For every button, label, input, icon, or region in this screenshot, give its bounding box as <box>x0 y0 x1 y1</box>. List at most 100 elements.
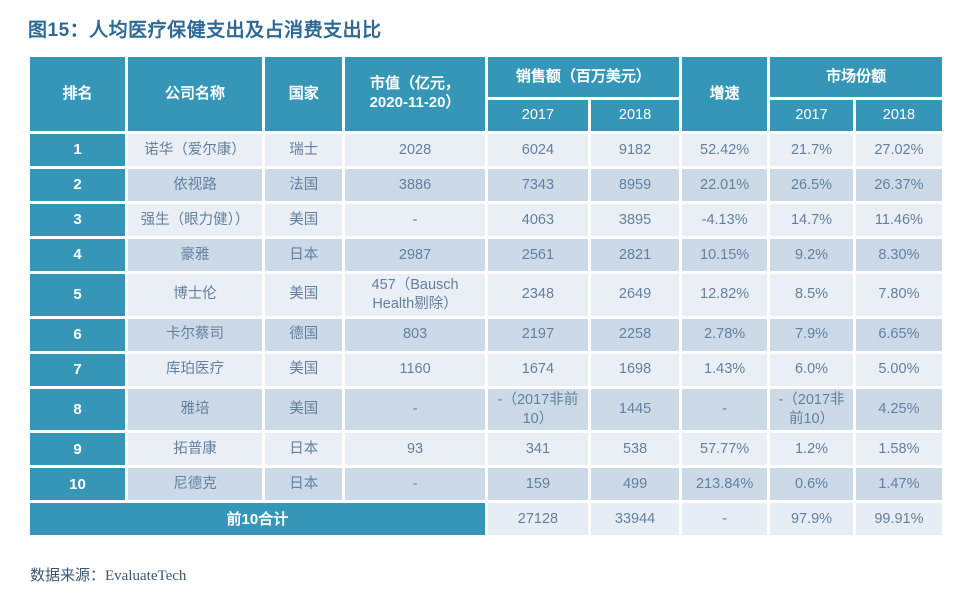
cell-country: 美国 <box>265 353 343 386</box>
cell-rank: 7 <box>30 353 126 386</box>
cell-share-2017: 1.2% <box>770 433 853 466</box>
cell-share-2017: 8.5% <box>770 274 853 316</box>
total-growth: - <box>682 503 768 536</box>
cell-sales-2018: 1445 <box>591 388 679 431</box>
cell-share-2017: 14.7% <box>770 204 853 236</box>
cell-country: 美国 <box>265 204 343 236</box>
cell-growth: 1.43% <box>682 353 768 386</box>
cell-country: 德国 <box>265 318 343 351</box>
cell-growth: 2.78% <box>682 318 768 351</box>
cell-rank: 9 <box>30 433 126 466</box>
cell-growth: 213.84% <box>682 468 768 501</box>
header-row-2: 2017 2018 2017 2018 <box>30 100 942 131</box>
cell-rank: 10 <box>30 468 126 501</box>
cell-sales-2017: 2197 <box>487 318 589 351</box>
cell-market-cap: 3886 <box>345 169 485 201</box>
header-market-cap: 市值（亿元， 2020-11-20） <box>345 57 485 131</box>
table-row: 1 诺华（爱尔康） 瑞士 2028 6024 9182 52.42% 21.7%… <box>30 134 942 166</box>
header-sales: 销售额（百万美元） <box>487 57 679 97</box>
cell-sales-2017: 159 <box>487 468 589 501</box>
cell-company: 诺华（爱尔康） <box>128 134 263 166</box>
cell-sales-2017: -（2017非前10） <box>487 388 589 431</box>
cell-share-2018: 7.80% <box>855 274 942 316</box>
total-row: 前10合计 27128 33944 - 97.9% 99.91% <box>30 503 942 536</box>
table-row: 7 库珀医疗 美国 1160 1674 1698 1.43% 6.0% 5.00… <box>30 353 942 386</box>
cell-sales-2017: 2348 <box>487 274 589 316</box>
cell-country: 美国 <box>265 274 343 316</box>
cell-company: 强生（眼力健）） <box>128 204 263 236</box>
table-row: 8 雅培 美国 - -（2017非前10） 1445 - -（2017非前10）… <box>30 388 942 431</box>
cell-market-cap: - <box>345 204 485 236</box>
header-rank: 排名 <box>30 57 126 131</box>
cell-sales-2018: 2821 <box>591 239 679 271</box>
cell-company: 依视路 <box>128 169 263 201</box>
cell-company: 雅培 <box>128 388 263 431</box>
cell-market-cap: - <box>345 388 485 431</box>
cell-share-2017: 9.2% <box>770 239 853 271</box>
cell-growth: 57.77% <box>682 433 768 466</box>
cell-sales-2017: 1674 <box>487 353 589 386</box>
cell-sales-2018: 2649 <box>591 274 679 316</box>
cell-rank: 2 <box>30 169 126 201</box>
table-row: 6 卡尔蔡司 德国 803 2197 2258 2.78% 7.9% 6.65% <box>30 318 942 351</box>
header-country: 国家 <box>265 57 343 131</box>
cell-sales-2017: 6024 <box>487 134 589 166</box>
cell-growth: 12.82% <box>682 274 768 316</box>
cell-share-2017: 21.7% <box>770 134 853 166</box>
header-sales-2017: 2017 <box>487 100 589 131</box>
cell-sales-2017: 7343 <box>487 169 589 201</box>
cell-rank: 6 <box>30 318 126 351</box>
cell-country: 日本 <box>265 433 343 466</box>
cell-company: 卡尔蔡司 <box>128 318 263 351</box>
cell-rank: 8 <box>30 388 126 431</box>
cell-growth: 10.15% <box>682 239 768 271</box>
cell-sales-2018: 2258 <box>591 318 679 351</box>
cell-market-cap: 2987 <box>345 239 485 271</box>
cell-market-cap: 2028 <box>345 134 485 166</box>
cell-share-2018: 6.65% <box>855 318 942 351</box>
cell-share-2017: 0.6% <box>770 468 853 501</box>
cell-country: 法国 <box>265 169 343 201</box>
total-share-2017: 97.9% <box>770 503 853 536</box>
header-company: 公司名称 <box>128 57 263 131</box>
cell-market-cap: 803 <box>345 318 485 351</box>
cell-market-cap: - <box>345 468 485 501</box>
cell-growth: - <box>682 388 768 431</box>
cell-sales-2018: 1698 <box>591 353 679 386</box>
company-data-table: 排名 公司名称 国家 市值（亿元， 2020-11-20） 销售额（百万美元） … <box>27 54 945 538</box>
table-row: 5 博士伦 美国 457（Bausch Health剔除） 2348 2649 … <box>30 274 942 316</box>
figure-title: 图15：人均医疗保健支出及占消费支出比 <box>28 20 382 41</box>
cell-market-cap: 93 <box>345 433 485 466</box>
cell-sales-2018: 8959 <box>591 169 679 201</box>
header-market-share: 市场份额 <box>770 57 942 97</box>
cell-market-cap: 1160 <box>345 353 485 386</box>
header-growth: 增速 <box>682 57 768 131</box>
table-row: 3 强生（眼力健）） 美国 - 4063 3895 -4.13% 14.7% 1… <box>30 204 942 236</box>
cell-growth: 52.42% <box>682 134 768 166</box>
header-row-1: 排名 公司名称 国家 市值（亿元， 2020-11-20） 销售额（百万美元） … <box>30 57 942 131</box>
cell-sales-2018: 538 <box>591 433 679 466</box>
total-sales-2017: 27128 <box>487 503 589 536</box>
cell-company: 尼德克 <box>128 468 263 501</box>
cell-share-2018: 5.00% <box>855 353 942 386</box>
cell-share-2017: 7.9% <box>770 318 853 351</box>
cell-share-2018: 4.25% <box>855 388 942 431</box>
cell-sales-2018: 3895 <box>591 204 679 236</box>
table-row: 9 拓普康 日本 93 341 538 57.77% 1.2% 1.58% <box>30 433 942 466</box>
data-source-note: 数据来源：EvaluateTech <box>30 568 187 584</box>
table-row: 4 豪雅 日本 2987 2561 2821 10.15% 9.2% 8.30% <box>30 239 942 271</box>
table-row: 10 尼德克 日本 - 159 499 213.84% 0.6% 1.47% <box>30 468 942 501</box>
cell-sales-2018: 499 <box>591 468 679 501</box>
cell-country: 日本 <box>265 468 343 501</box>
table-row: 2 依视路 法国 3886 7343 8959 22.01% 26.5% 26.… <box>30 169 942 201</box>
cell-country: 瑞士 <box>265 134 343 166</box>
cell-share-2017: 6.0% <box>770 353 853 386</box>
cell-country: 美国 <box>265 388 343 431</box>
cell-sales-2018: 9182 <box>591 134 679 166</box>
header-sales-2018: 2018 <box>591 100 679 131</box>
cell-rank: 1 <box>30 134 126 166</box>
cell-share-2018: 8.30% <box>855 239 942 271</box>
cell-company: 库珀医疗 <box>128 353 263 386</box>
total-sales-2018: 33944 <box>591 503 679 536</box>
